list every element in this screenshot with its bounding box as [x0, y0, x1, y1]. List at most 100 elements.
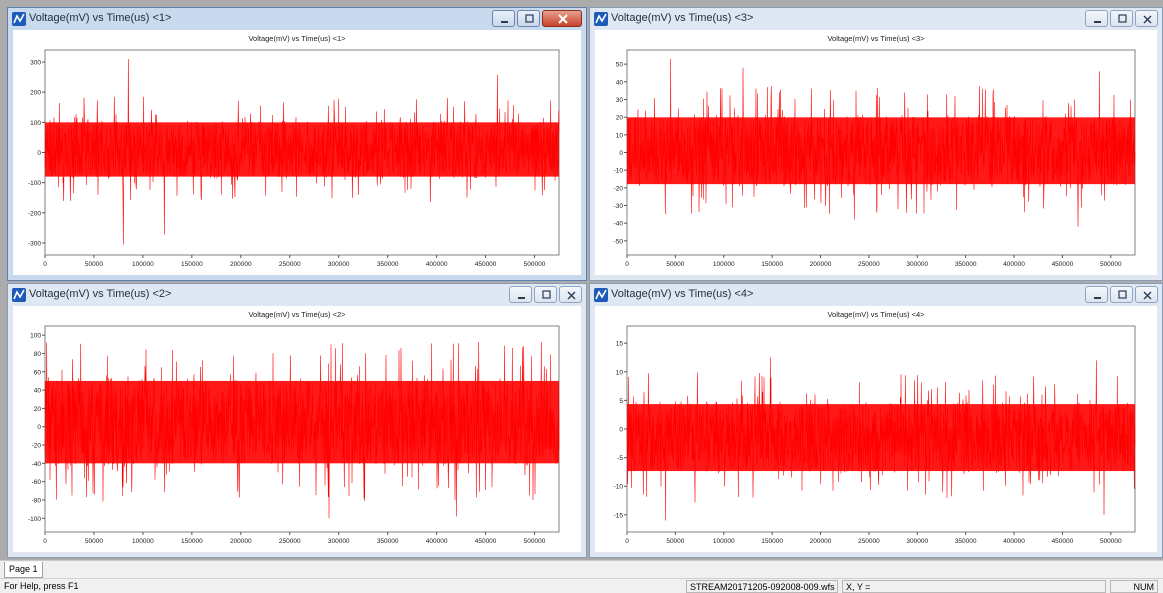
status-cursor-coords: X, Y =	[842, 580, 1106, 593]
maximize-button[interactable]	[534, 286, 557, 303]
x-tick-label: 400000	[426, 261, 448, 268]
x-tick-label: 500000	[1100, 538, 1122, 545]
y-tick-label: 0	[37, 150, 41, 157]
status-help-text: For Help, press F1	[4, 581, 79, 591]
y-tick-label: 100	[30, 120, 41, 127]
y-tick-label: -200	[28, 210, 41, 217]
y-tick-label: 5	[619, 398, 623, 405]
plot-window-1[interactable]: Voltage(mV) vs Time(us) <1> Voltage(mV) …	[7, 7, 587, 281]
y-tick-label: -40	[614, 221, 624, 228]
window-titlebar[interactable]: Voltage(mV) vs Time(us) <3>	[590, 8, 1162, 30]
close-icon	[567, 291, 576, 300]
page-tab-bar: Page 1	[0, 560, 1163, 578]
y-tick-label: -50	[614, 238, 624, 245]
x-tick-label: 250000	[279, 538, 301, 545]
window-titlebar[interactable]: Voltage(mV) vs Time(us) <2>	[8, 284, 586, 306]
plot-area[interactable]: Voltage(mV) vs Time(us) <2> -100 -80 -60 -4…	[13, 306, 581, 552]
x-tick-label: 400000	[1003, 538, 1025, 545]
waveform-dense-band	[627, 117, 1135, 185]
x-tick-label: 400000	[1003, 261, 1025, 268]
minimize-icon	[518, 297, 525, 299]
y-tick-label: 40	[616, 79, 624, 86]
plot-area[interactable]: Voltage(mV) vs Time(us) <1> -300 -200 -100…	[13, 30, 581, 275]
y-tick-label: 10	[616, 132, 624, 139]
x-tick-label: 300000	[328, 261, 350, 268]
waveform-chart: -50 -40 -30 -20 -10 0 10 20 30 40 50 0 50000 100000 15…	[614, 49, 1136, 268]
minimize-button[interactable]	[492, 10, 515, 27]
x-tick-label: 0	[43, 538, 47, 545]
window-title: Voltage(mV) vs Time(us) <3>	[611, 12, 754, 24]
window-titlebar[interactable]: Voltage(mV) vs Time(us) <4>	[590, 284, 1162, 306]
x-tick-label: 250000	[279, 261, 301, 268]
plot-title: Voltage(mV) vs Time(us) <2>	[248, 310, 346, 319]
app-chart-icon	[12, 12, 26, 26]
window-title: Voltage(mV) vs Time(us) <4>	[611, 288, 754, 300]
plot-window-4[interactable]: Voltage(mV) vs Time(us) <4> Voltage(mV) …	[589, 283, 1163, 558]
x-tick-label: 150000	[761, 261, 783, 268]
y-tick-label: -100	[28, 180, 41, 187]
x-tick-label: 100000	[132, 261, 154, 268]
x-tick-label: 500000	[1100, 261, 1122, 268]
y-tick-label: 300	[30, 60, 41, 67]
x-tick-label: 100000	[713, 261, 735, 268]
x-tick-label: 500000	[524, 261, 546, 268]
app-chart-icon	[12, 288, 26, 302]
waveform-dense-band	[45, 122, 559, 177]
y-tick-label: 0	[619, 150, 623, 157]
close-icon	[1143, 291, 1152, 300]
x-tick-label: 300000	[906, 538, 928, 545]
maximize-icon	[1118, 14, 1127, 23]
x-tick-label: 200000	[810, 538, 832, 545]
window-title: Voltage(mV) vs Time(us) <1>	[29, 12, 172, 24]
y-tick-label: 60	[34, 369, 42, 376]
x-tick-label: 50000	[85, 538, 103, 545]
tab-page-1[interactable]: Page 1	[4, 562, 43, 578]
maximize-icon	[525, 14, 534, 23]
y-tick-label: 80	[34, 351, 42, 358]
x-tick-label: 150000	[761, 538, 783, 545]
minimize-button[interactable]	[509, 286, 532, 303]
maximize-button[interactable]	[1110, 10, 1133, 27]
x-tick-label: 350000	[377, 261, 399, 268]
y-tick-label: 100	[30, 333, 41, 340]
close-button[interactable]	[542, 10, 582, 27]
plot-title: Voltage(mV) vs Time(us) <1>	[248, 34, 346, 43]
x-tick-label: 150000	[181, 261, 203, 268]
minimize-icon	[1094, 21, 1101, 23]
app-chart-icon	[594, 288, 608, 302]
plot-window-3[interactable]: Voltage(mV) vs Time(us) <3> Voltage(mV) …	[589, 7, 1163, 281]
plot-area[interactable]: Voltage(mV) vs Time(us) <3> -50 -40 -30 -20…	[595, 30, 1157, 275]
minimize-button[interactable]	[1085, 10, 1108, 27]
y-tick-label: 20	[616, 115, 624, 122]
y-tick-label: 200	[30, 90, 41, 97]
x-tick-label: 450000	[475, 538, 497, 545]
maximize-icon	[1118, 290, 1127, 299]
y-tick-label: 10	[616, 369, 624, 376]
app-chart-icon	[594, 12, 608, 26]
waveform-chart: -100 -80 -60 -40 -20 0 20 40 60 80 100 0 50000 100000…	[28, 325, 560, 545]
maximize-button[interactable]	[1110, 286, 1133, 303]
x-tick-label: 50000	[666, 261, 684, 268]
window-title: Voltage(mV) vs Time(us) <2>	[29, 288, 172, 300]
x-tick-label: 300000	[328, 538, 350, 545]
maximize-button[interactable]	[517, 10, 540, 27]
mdi-workspace: Voltage(mV) vs Time(us) <1> Voltage(mV) …	[0, 0, 1163, 560]
close-button[interactable]	[1135, 286, 1158, 303]
status-bar: For Help, press F1 STREAM20171205-092008…	[0, 578, 1163, 593]
maximize-icon	[542, 290, 551, 299]
window-titlebar[interactable]: Voltage(mV) vs Time(us) <1>	[8, 8, 586, 30]
x-tick-label: 350000	[955, 538, 977, 545]
y-tick-label: -30	[614, 203, 624, 210]
minimize-button[interactable]	[1085, 286, 1108, 303]
y-tick-label: 50	[616, 62, 624, 69]
close-button[interactable]	[1135, 10, 1158, 27]
x-tick-label: 450000	[1052, 538, 1074, 545]
close-button[interactable]	[559, 286, 582, 303]
plot-area[interactable]: Voltage(mV) vs Time(us) <4> -15 -10 -5 0 5 10…	[595, 306, 1157, 552]
waveform-chart: -300 -200 -100 0 100 200 300 0 50000 100000 150000…	[28, 49, 560, 268]
close-icon	[558, 14, 568, 24]
y-tick-label: -300	[28, 240, 41, 247]
y-tick-label: -20	[32, 443, 42, 450]
plot-window-2[interactable]: Voltage(mV) vs Time(us) <2> Voltage(mV) …	[7, 283, 587, 558]
